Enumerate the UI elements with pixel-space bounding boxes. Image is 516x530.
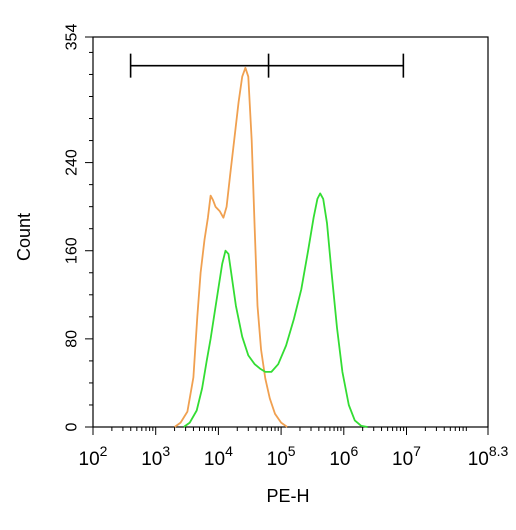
y-tick-label: 240 <box>64 149 81 176</box>
x-tick-exponent: 7 <box>413 443 421 459</box>
x-tick-label: 108.3 <box>468 443 509 470</box>
plot-frame <box>92 36 489 428</box>
x-tick-base: 10 <box>204 449 225 470</box>
x-tick-label: 107 <box>392 443 421 470</box>
x-axis-label: PE-H <box>266 486 309 506</box>
y-tick-label: 0 <box>64 422 81 431</box>
x-tick-exponent: 5 <box>288 443 296 459</box>
histogram-series-2 <box>183 192 368 428</box>
x-tick-exponent: 3 <box>162 443 170 459</box>
x-tick-exponent: 6 <box>350 443 358 459</box>
x-tick-base: 10 <box>267 449 288 470</box>
x-tick-exponent: 4 <box>225 443 233 459</box>
x-tick-base: 10 <box>329 449 350 470</box>
x-tick-label: 102 <box>79 443 108 470</box>
gate-marker <box>129 53 405 78</box>
x-tick-base: 10 <box>392 449 413 470</box>
histogram-series-1 <box>174 66 288 428</box>
plot-border <box>92 36 489 428</box>
y-axis-label: Count <box>14 213 34 261</box>
x-tick-base: 10 <box>79 449 100 470</box>
x-tick-label: 104 <box>204 443 233 470</box>
x-tick-exponent: 2 <box>100 443 108 459</box>
y-tick-label: 80 <box>64 330 81 348</box>
x-tick-base: 10 <box>468 449 489 470</box>
x-tick-exponent: 8.3 <box>489 443 509 459</box>
y-axis: 0 80 160 240 354 <box>64 24 93 431</box>
x-tick-label: 106 <box>329 443 358 470</box>
series-layer <box>174 66 368 428</box>
x-tick-label: 103 <box>141 443 170 470</box>
x-tick-label: 105 <box>267 443 296 470</box>
y-tick-label: 160 <box>64 237 81 264</box>
y-tick-label: 354 <box>64 24 81 51</box>
x-tick-base: 10 <box>141 449 162 470</box>
x-axis: 102 103 104 105 106 107 108.3 <box>79 427 509 470</box>
